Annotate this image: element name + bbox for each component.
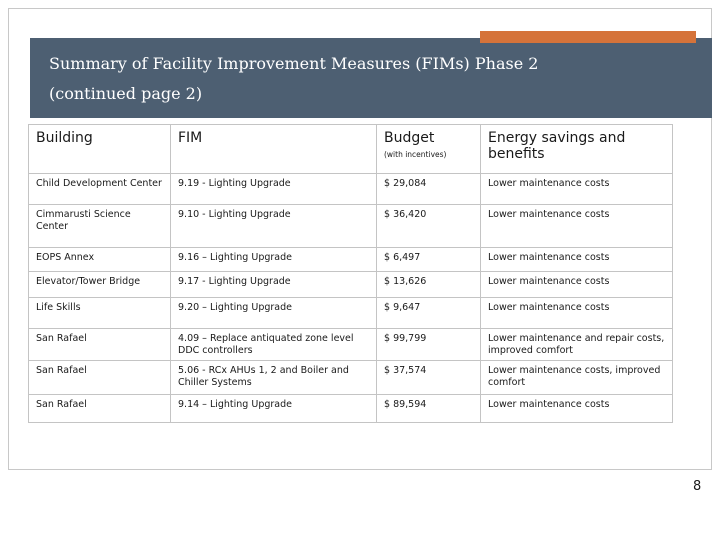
header-budget: Budget (with incentives) <box>376 124 481 174</box>
cell-building: Cimmarusti Science Center <box>28 204 171 248</box>
title-band <box>30 38 712 118</box>
cell-benefits: Lower maintenance costs <box>480 173 673 205</box>
cell-benefits: Lower maintenance and repair costs, impr… <box>480 328 673 361</box>
header-fim: FIM <box>170 124 377 174</box>
cell-fim: 9.10 - Lighting Upgrade <box>170 204 377 248</box>
cell-benefits: Lower maintenance costs <box>480 394 673 423</box>
slide-subtitle: (continued page 2) <box>49 84 203 103</box>
table-header-row: Building FIM Budget (with incentives) En… <box>28 124 673 174</box>
cell-fim: 9.16 – Lighting Upgrade <box>170 247 377 272</box>
slide-title: Summary of Facility Improvement Measures… <box>49 54 539 73</box>
cell-building: EOPS Annex <box>28 247 171 272</box>
table-row: Child Development Center 9.19 - Lighting… <box>28 173 673 205</box>
cell-fim: 9.17 - Lighting Upgrade <box>170 271 377 298</box>
cell-fim: 5.06 - RCx AHUs 1, 2 and Boiler and Chil… <box>170 360 377 395</box>
cell-benefits: Lower maintenance costs, improved comfor… <box>480 360 673 395</box>
page-number: 8 <box>693 479 702 494</box>
table-row: Elevator/Tower Bridge 9.17 - Lighting Up… <box>28 271 673 298</box>
table-row: San Rafael 9.14 – Lighting Upgrade $ 89,… <box>28 394 673 423</box>
cell-benefits: Lower maintenance costs <box>480 297 673 329</box>
table-row: San Rafael 4.09 – Replace antiquated zon… <box>28 328 673 361</box>
table-row: EOPS Annex 9.16 – Lighting Upgrade $ 6,4… <box>28 247 673 272</box>
cell-building: Elevator/Tower Bridge <box>28 271 171 298</box>
cell-benefits: Lower maintenance costs <box>480 247 673 272</box>
accent-bar <box>480 31 696 43</box>
cell-building: San Rafael <box>28 360 171 395</box>
header-benefits: Energy savings and benefits <box>480 124 673 174</box>
cell-budget: $ 9,647 <box>376 297 481 329</box>
cell-budget: $ 36,420 <box>376 204 481 248</box>
cell-fim: 9.20 – Lighting Upgrade <box>170 297 377 329</box>
header-budget-label: Budget <box>384 130 435 146</box>
table-row: San Rafael 5.06 - RCx AHUs 1, 2 and Boil… <box>28 360 673 395</box>
slide-frame <box>8 8 712 470</box>
cell-building: Life Skills <box>28 297 171 329</box>
cell-budget: $ 6,497 <box>376 247 481 272</box>
cell-fim: 9.14 – Lighting Upgrade <box>170 394 377 423</box>
cell-building: San Rafael <box>28 394 171 423</box>
cell-budget: $ 13,626 <box>376 271 481 298</box>
cell-benefits: Lower maintenance costs <box>480 204 673 248</box>
table-row: Life Skills 9.20 – Lighting Upgrade $ 9,… <box>28 297 673 329</box>
fim-table: Building FIM Budget (with incentives) En… <box>28 124 673 423</box>
cell-benefits: Lower maintenance costs <box>480 271 673 298</box>
cell-building: Child Development Center <box>28 173 171 205</box>
header-budget-note: (with incentives) <box>384 150 447 159</box>
cell-fim: 9.19 - Lighting Upgrade <box>170 173 377 205</box>
cell-budget: $ 29,084 <box>376 173 481 205</box>
cell-building: San Rafael <box>28 328 171 361</box>
cell-budget: $ 99,799 <box>376 328 481 361</box>
header-building: Building <box>28 124 171 174</box>
cell-fim: 4.09 – Replace antiquated zone level DDC… <box>170 328 377 361</box>
cell-budget: $ 89,594 <box>376 394 481 423</box>
table-row: Cimmarusti Science Center 9.10 - Lightin… <box>28 204 673 248</box>
cell-budget: $ 37,574 <box>376 360 481 395</box>
